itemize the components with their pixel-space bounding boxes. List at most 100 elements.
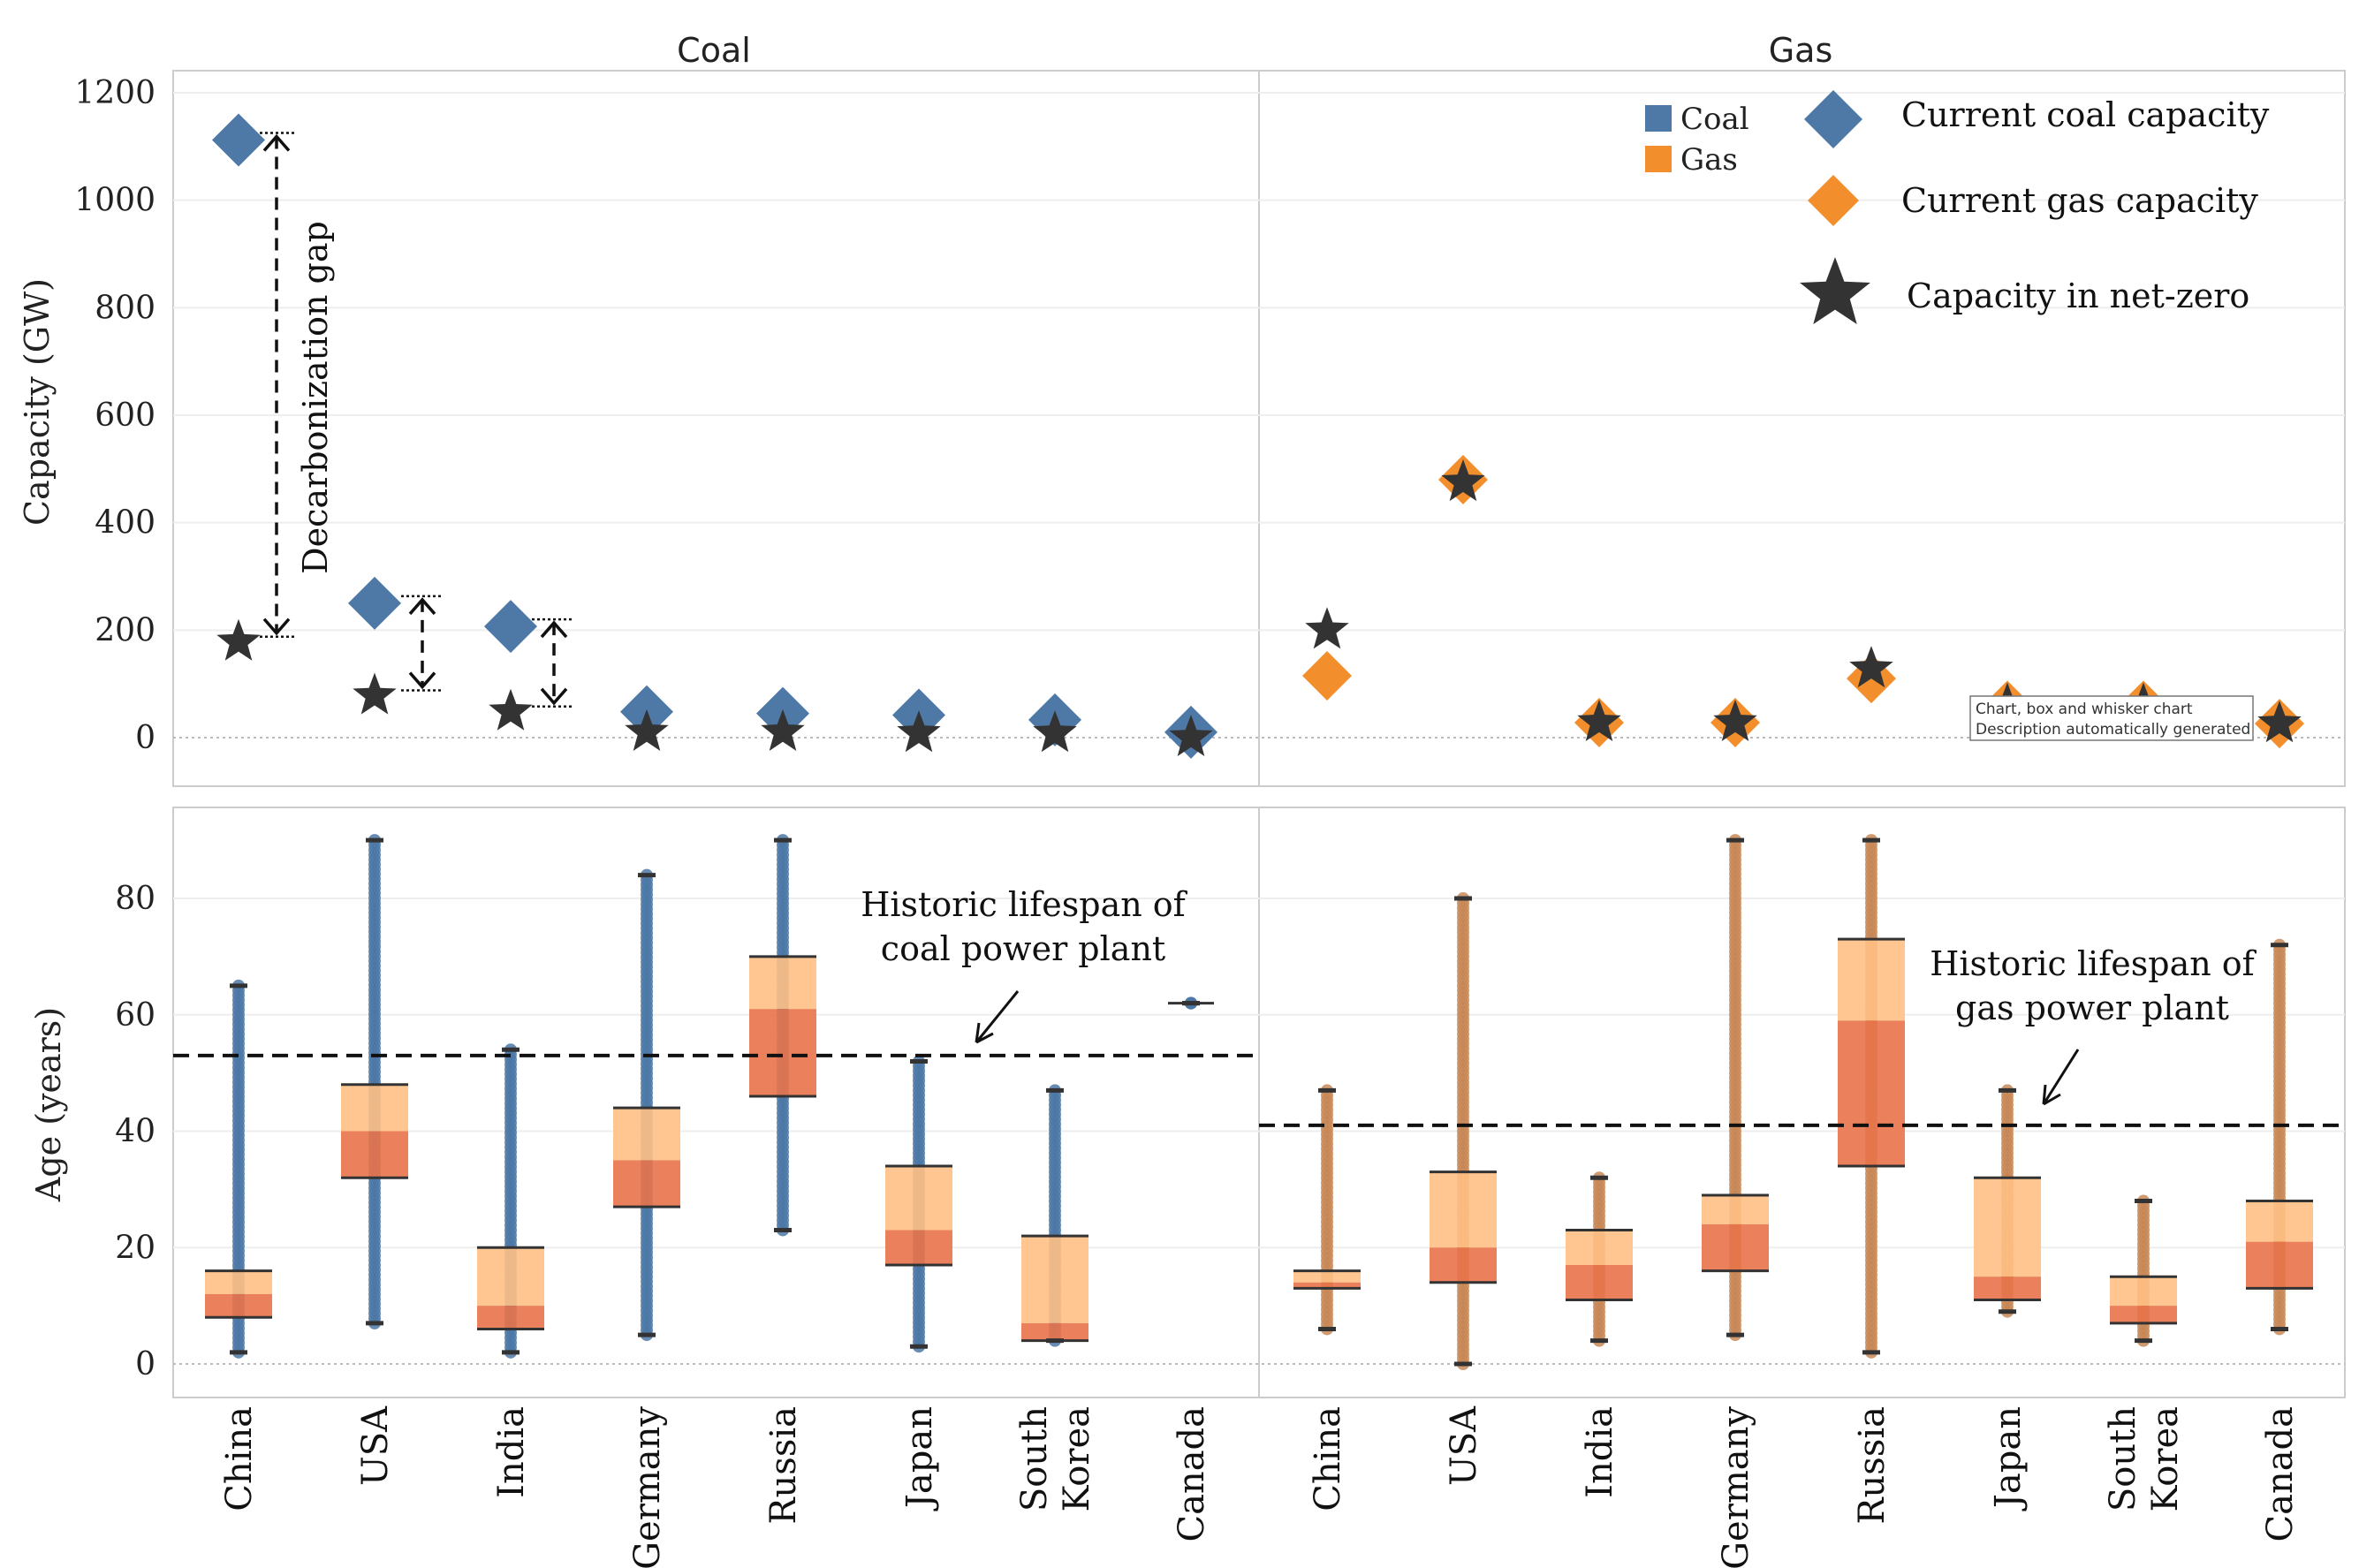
coal-net-zero-marker	[897, 710, 941, 753]
description-tooltip: Chart, box and whisker chart Description…	[1969, 695, 2254, 741]
x-category-label: Japan	[1988, 1406, 2029, 1511]
gas-lifespan-label-line-2: gas power plant	[1955, 989, 2229, 1027]
lifespan-lines	[173, 1053, 2345, 1127]
gas-age-box-upper	[1293, 1270, 1361, 1283]
x-category-label: Japan	[899, 1406, 940, 1511]
coal-lifespan-label-line-1: Historic lifespan of	[861, 885, 1187, 924]
gap-arrowhead-down	[408, 671, 436, 690]
tooltip-box	[1969, 695, 2254, 741]
capacity-tick-label: 1200	[74, 75, 155, 111]
age-tick-label: 40	[115, 1114, 155, 1150]
coal-net-zero-marker	[761, 708, 805, 751]
legend-gas-label: Gas	[1680, 142, 1738, 178]
gas-lifespan-label-line-1: Historic lifespan of	[1930, 944, 2257, 983]
gas-age-box-lower	[1430, 1247, 1497, 1283]
coal-age-box-lower	[749, 1009, 816, 1096]
capacity-tick-label: 800	[95, 290, 155, 326]
coal-age-box-upper	[613, 1108, 680, 1161]
gap-arrowhead-down	[262, 617, 291, 636]
x-category-label: USA	[355, 1405, 396, 1486]
gap-arrowhead-up	[540, 620, 568, 639]
gas-panel-title: Gas	[1769, 31, 1833, 70]
gas-net-zero-marker	[2257, 701, 2302, 743]
legend-net-zero-label: Capacity in net-zero	[1907, 276, 2249, 315]
gas-age-box-lower	[1974, 1276, 2041, 1300]
capacity-tick-label: 600	[95, 398, 155, 434]
x-axis-category-labels: China USA India Germany Russia Japan South Kore…	[219, 1405, 2301, 1568]
age-y-ticks: 0 20 40 60 80	[115, 881, 155, 1382]
age-tick-label: 0	[135, 1346, 155, 1382]
coal-age-box-upper	[885, 1166, 952, 1231]
x-category-label: China	[219, 1406, 260, 1511]
gas-age-box-lower	[1702, 1223, 1769, 1271]
x-category-label: USA	[1444, 1405, 1484, 1486]
coal-age-box-lower	[477, 1306, 544, 1329]
gap-arrowhead-up	[408, 597, 436, 616]
capacity-y-axis-label: Capacity (GW)	[18, 278, 57, 526]
age-tick-label: 20	[115, 1230, 155, 1266]
coal-net-zero-marker	[1033, 710, 1077, 753]
decarbonization-gap-label: Decarbonization gap	[296, 221, 335, 574]
capacity-marks	[212, 113, 2304, 759]
gas-age-box-upper	[1566, 1230, 1633, 1266]
x-category-label: South	[1014, 1406, 1055, 1511]
coal-age-box-lower	[885, 1230, 952, 1266]
age-tick-label: 60	[115, 997, 155, 1034]
tooltip-line-2: Description automatically generated	[1976, 721, 2250, 739]
legend: Coal Gas Current coal capacity Current g…	[1645, 90, 2270, 324]
gas-age-box-lower	[1293, 1282, 1361, 1289]
coal-lifespan-label-line-2: coal power plant	[881, 929, 1165, 968]
gas-net-zero-marker	[1305, 607, 1349, 649]
x-category-label: Germany	[1716, 1406, 1756, 1568]
legend-coal-swatch	[1645, 105, 1672, 132]
age-box-plots	[205, 834, 2313, 1370]
gas-current-marker	[1302, 651, 1352, 701]
gap-arrowhead-up	[262, 133, 291, 152]
x-category-label: India	[491, 1406, 532, 1498]
age-y-axis-label: Age (years)	[29, 1007, 68, 1202]
coal-age-box-lower	[341, 1131, 408, 1178]
decarbonization-gap-arrows	[254, 132, 574, 708]
legend-gas-swatch	[1645, 146, 1672, 172]
x-category-label: South	[2103, 1406, 2143, 1511]
gas-age-box-upper	[1702, 1194, 1769, 1224]
gas-age-box-lower	[2246, 1241, 2313, 1289]
gas-age-box-upper	[2246, 1201, 2313, 1242]
coal-age-box-upper	[477, 1247, 544, 1307]
gas-net-zero-marker	[1713, 700, 1757, 741]
coal-age-box-upper	[341, 1084, 408, 1132]
capacity-tick-label: 1000	[74, 183, 155, 219]
age-tick-label: 80	[115, 881, 155, 917]
x-category-label: China	[1308, 1406, 1348, 1511]
gas-age-box-lower	[1838, 1020, 1905, 1167]
gas-age-box-upper	[2110, 1276, 2177, 1307]
x-category-label: Korea	[1057, 1406, 1097, 1512]
legend-current-gas-label: Current gas capacity	[1901, 181, 2258, 220]
coal-age-box-upper	[749, 956, 816, 1010]
gas-net-zero-marker	[1577, 700, 1621, 741]
x-category-label: Russia	[763, 1406, 804, 1525]
coal-age-box-lower	[205, 1293, 272, 1318]
capacity-gridlines	[173, 92, 2345, 739]
gas-net-zero-marker	[1441, 459, 1485, 502]
coal-age-box-upper	[1021, 1236, 1088, 1323]
gas-age-box-lower	[1566, 1265, 1633, 1300]
capacity-tick-label: 400	[95, 505, 155, 542]
gas-age-box-upper	[1838, 939, 1905, 1021]
gas-net-zero-marker	[1849, 646, 1893, 688]
gas-lifespan-arrow	[2042, 1049, 2080, 1106]
coal-current-marker	[484, 600, 537, 654]
x-category-label: Korea	[2145, 1406, 2186, 1512]
coal-age-box-lower	[1021, 1322, 1088, 1341]
tooltip-line-1: Chart, box and whisker chart	[1976, 701, 2193, 718]
capacity-y-ticks: 0 200 400 600 800 1000 1200	[74, 75, 155, 756]
coal-net-zero-marker	[625, 708, 669, 751]
x-category-label: Canada	[2260, 1406, 2301, 1542]
legend-star-marker	[1800, 257, 1870, 324]
coal-current-marker	[212, 113, 265, 167]
gas-age-box-lower	[2110, 1306, 2177, 1323]
coal-net-zero-marker	[216, 618, 261, 661]
gas-age-box-upper	[1430, 1171, 1497, 1248]
x-category-label: Russia	[1852, 1406, 1893, 1525]
